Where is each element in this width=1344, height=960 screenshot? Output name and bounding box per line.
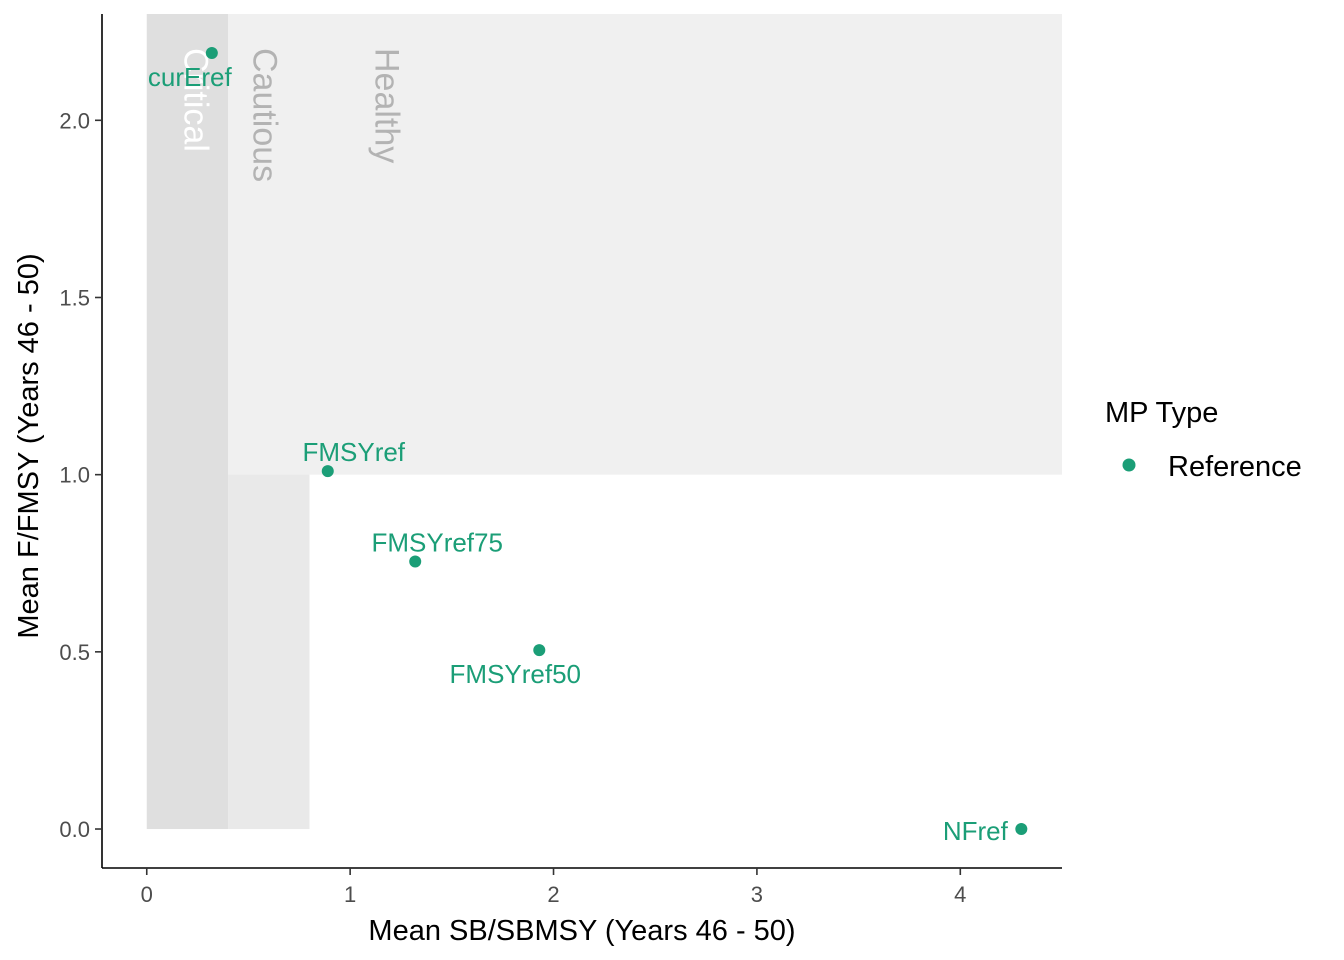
- y-tick-label: 0.5: [59, 640, 90, 665]
- point-label-fmsyref75: FMSYref75: [371, 527, 503, 557]
- x-axis-title: Mean SB/SBMSY (Years 46 - 50): [368, 915, 795, 947]
- x-tick-label: 3: [751, 882, 763, 907]
- legend-label-reference: Reference: [1168, 451, 1302, 483]
- zone-label-healthy: Healthy: [368, 48, 406, 163]
- point-label-fmsyref50: FMSYref50: [450, 659, 582, 689]
- zone-rect-critical: [146, 14, 229, 830]
- zone-label-critical: Critical: [177, 48, 215, 152]
- point-fmsyref: [321, 465, 334, 478]
- point-cureref: [205, 46, 218, 59]
- y-axis-title: Mean F/FMSY (Years 46 - 50): [13, 253, 45, 638]
- point-labels: curEref FMSYref FMSYref75 FMSYref50 NFref: [148, 62, 1009, 846]
- y-tick-label: 1.0: [59, 463, 90, 488]
- zone-labels: Critical Cautious Healthy: [177, 48, 406, 182]
- zone-rect-healthy-overlap: [228, 14, 310, 475]
- y-tick-label: 1.5: [59, 285, 90, 310]
- x-tick-label: 4: [954, 882, 966, 907]
- legend-title: MP Type: [1105, 397, 1218, 429]
- data-points: [205, 46, 1028, 836]
- x-tick-label: 0: [141, 882, 153, 907]
- axes: 0 1 2 3 4 0.0 0.5 1.0 1.5 2.0: [59, 14, 1062, 907]
- zone-label-cautious: Cautious: [246, 48, 284, 182]
- y-tick-label: 2.0: [59, 108, 90, 133]
- x-tick-label: 2: [547, 882, 559, 907]
- point-label-cureref: curEref: [148, 62, 233, 92]
- legend: MP Type Reference: [1105, 397, 1302, 483]
- legend-key-reference: [1122, 458, 1136, 472]
- point-fmsyref50: [533, 644, 546, 657]
- zone-rectangles: [146, 14, 1062, 830]
- point-nfref: [1015, 823, 1028, 836]
- point-label-nfref: NFref: [943, 816, 1009, 846]
- zone-rect-healthy: [309, 14, 1062, 475]
- point-fmsyref75: [409, 555, 422, 568]
- y-tick-label: 0.0: [59, 817, 90, 842]
- x-tick-label: 1: [344, 882, 356, 907]
- point-label-fmsyref: FMSYref: [302, 437, 405, 467]
